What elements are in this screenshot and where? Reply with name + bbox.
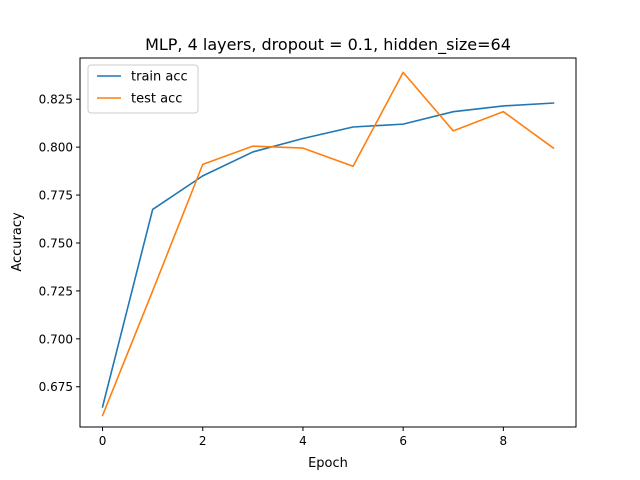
y-tick-label: 0.800	[39, 141, 73, 155]
series-line-test-acc	[101, 71, 555, 417]
y-axis: 0.675 0.700 0.725 0.750 0.775 0.800 0.825	[39, 93, 80, 394]
x-axis-label: Epoch	[308, 456, 348, 471]
y-tick-label: 0.750	[39, 236, 73, 250]
y-axis-label: Accuracy	[10, 212, 25, 272]
y-tick-label: 0.700	[39, 332, 73, 346]
x-tick-label: 4	[299, 434, 307, 448]
plot-frame	[79, 57, 577, 428]
x-tick-label: 6	[399, 434, 407, 448]
series-line-train-acc	[101, 102, 555, 408]
x-tick-label: 2	[199, 434, 207, 448]
chart-title: MLP, 4 layers, dropout = 0.1, hidden_siz…	[145, 35, 511, 55]
y-tick-label: 0.775	[39, 189, 73, 203]
x-axis: 0 2 4 6 8	[99, 427, 507, 448]
legend-label: test acc	[131, 92, 182, 107]
y-tick-label: 0.725	[39, 284, 73, 298]
legend-label: train acc	[131, 70, 188, 85]
x-tick-label: 8	[500, 434, 508, 448]
legend-box	[87, 64, 199, 114]
x-tick-label: 0	[99, 434, 107, 448]
y-tick-label: 0.675	[39, 380, 73, 394]
legend: train acc test acc	[87, 64, 199, 114]
plot-lines	[101, 71, 555, 417]
y-tick-label: 0.825	[39, 93, 73, 107]
